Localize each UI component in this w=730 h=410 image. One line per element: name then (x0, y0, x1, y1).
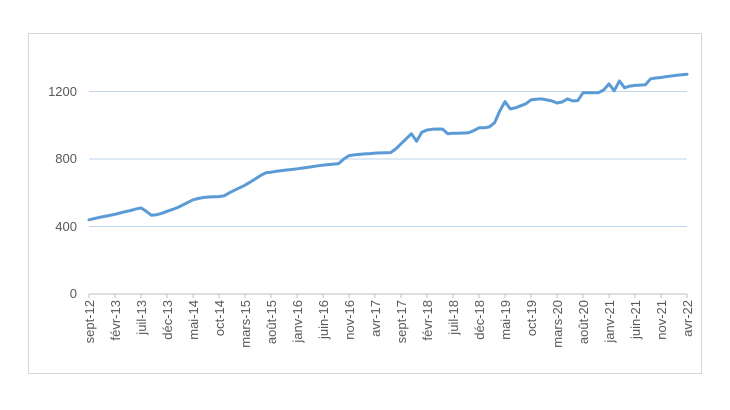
x-axis-tick-label: déc-18 (472, 300, 487, 340)
x-axis-tick-label: juin-16 (316, 300, 331, 340)
x-axis-tick-label: juin-21 (628, 300, 643, 340)
x-axis-tick-label: janv-16 (290, 300, 305, 343)
x-axis-tick-label: juil-13 (134, 300, 149, 335)
x-axis-tick-label: avr-22 (680, 300, 695, 337)
y-axis-tick-label: 800 (55, 151, 77, 166)
x-axis-tick-label: sept-12 (82, 300, 97, 344)
x-axis-tick-label: oct-19 (524, 300, 539, 337)
x-axis-tick-label: janv-21 (602, 300, 617, 343)
x-axis-tick-label: mai-14 (186, 300, 201, 340)
x-axis-tick-label: sept-17 (394, 300, 409, 344)
x-axis-tick-label: août-20 (576, 300, 591, 345)
data-series-line (87, 72, 689, 222)
x-axis-tick-label: févr-18 (420, 300, 435, 341)
x-axis-tick-label: déc-13 (160, 300, 175, 340)
y-axis-tick-label: 1200 (48, 83, 77, 99)
x-axis-tick-label: mai-19 (498, 300, 513, 340)
x-axis-tick-label: mars-20 (550, 300, 565, 348)
x-axis-tick-label: oct-14 (212, 300, 227, 337)
x-axis-tick-label: avr-17 (368, 300, 383, 337)
x-axis-tick-label: nov-16 (342, 300, 357, 340)
x-axis-tick-label: févr-13 (108, 300, 123, 341)
y-axis-tick-label: 400 (55, 218, 77, 234)
plot-area (87, 72, 689, 298)
x-axis-tick-label: août-15 (264, 300, 279, 345)
x-axis-tick-label: mars-15 (238, 300, 253, 348)
x-axis-tick-label: nov-21 (654, 300, 669, 340)
y-axis-tick-label: 0 (69, 286, 77, 301)
chart-area[interactable]: 1200 800 400 0 sept-12 févr-13 juil-13 déc-13 m… (28, 33, 702, 374)
x-axis-tick-label: juil-18 (446, 300, 461, 335)
